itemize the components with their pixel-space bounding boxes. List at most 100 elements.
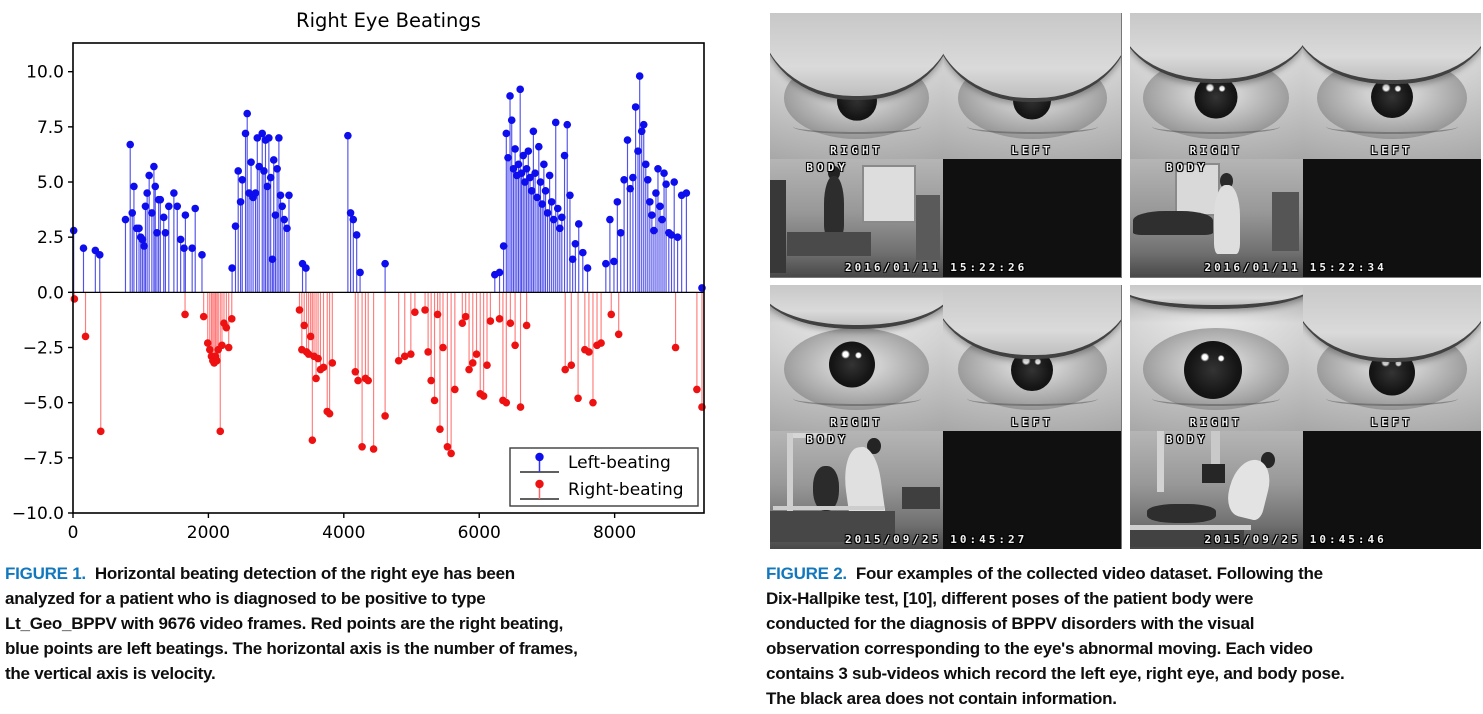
date-stamp: 2016/01/11 bbox=[845, 261, 942, 275]
time-stamp: 10:45:27 bbox=[950, 532, 1028, 546]
canopy-bar-shape bbox=[787, 432, 833, 438]
svg-text:6000: 6000 bbox=[458, 523, 501, 543]
date-stamp: 2015/09/25 bbox=[1204, 532, 1301, 546]
right-eye-video: RIGHT bbox=[1129, 13, 1303, 159]
head-shape bbox=[1219, 173, 1233, 189]
right-eye-beatings-chart: Right Eye Beatings −10.0 −7.5 −5.0 −2.5 0.0 2.… bbox=[12, 9, 706, 543]
black-area: 10:45:27 bbox=[943, 430, 1122, 549]
caption-text: Horizontal beating detection of the righ… bbox=[94, 564, 515, 583]
monitor-shape bbox=[1202, 463, 1225, 483]
right-eye-label: RIGHT bbox=[830, 144, 884, 157]
date-stamp: 2015/09/25 bbox=[845, 532, 942, 546]
caption-line: The black area does not contain informat… bbox=[766, 689, 1117, 708]
patient-silhouette bbox=[1146, 503, 1217, 523]
body-label: BODY bbox=[1165, 432, 1209, 446]
window-shape bbox=[861, 164, 917, 224]
time-stamp: 10:45:46 bbox=[1309, 532, 1387, 546]
svg-text:2.5: 2.5 bbox=[37, 228, 64, 248]
left-eye-label: LEFT bbox=[1011, 415, 1054, 429]
video-frame-4: RIGHT LEFT BODY 2015/09/25 10:45:46 bbox=[1129, 284, 1481, 549]
left-eye-video: LEFT bbox=[1302, 13, 1481, 159]
doctor-silhouette bbox=[1214, 185, 1241, 254]
y-axis-ticks: −10.0 −7.5 −5.0 −2.5 0.0 2.5 5.0 7.5 10.0 bbox=[12, 63, 73, 524]
caption-line: the vertical axis is velocity. bbox=[5, 664, 216, 683]
video-frame-3: RIGHT LEFT BODY 2015/09/25 10:45:27 bbox=[770, 284, 1122, 549]
right-eye-label: RIGHT bbox=[830, 415, 884, 429]
time-stamp: 15:22:26 bbox=[950, 261, 1028, 275]
series-right-beating bbox=[70, 292, 706, 458]
figure2-caption: FIGURE 2. Four examples of the collected … bbox=[766, 561, 1345, 711]
svg-text:10.0: 10.0 bbox=[26, 63, 64, 83]
figure1-label: FIGURE 1. bbox=[5, 564, 86, 583]
head-shape bbox=[867, 437, 881, 455]
caption-line: FIGURE 1. Horizontal beating detection of… bbox=[5, 561, 578, 586]
video-frame-1: RIGHT LEFT BODY 2016/01/11 15:22:26 bbox=[770, 13, 1122, 278]
bed-shape bbox=[770, 511, 895, 542]
video-frame-2: RIGHT LEFT BODY 2016/01/11 15:22:34 bbox=[1129, 13, 1481, 278]
x-axis-ticks: 0 2000 4000 6000 8000 bbox=[68, 513, 636, 543]
caption-line: conducted for the diagnosis of BPPV diso… bbox=[766, 614, 1255, 633]
plot-border bbox=[72, 42, 705, 514]
pupil bbox=[1184, 341, 1243, 400]
body-label: BODY bbox=[806, 432, 849, 446]
figure1-caption: FIGURE 1. Horizontal beating detection of… bbox=[5, 561, 578, 686]
examiner-silhouette bbox=[823, 175, 845, 238]
body-video: BODY 2016/01/11 bbox=[770, 159, 944, 278]
right-eye-video: RIGHT bbox=[770, 13, 944, 159]
right-eye-video: RIGHT bbox=[770, 284, 944, 431]
caption-line: FIGURE 2. Four examples of the collected … bbox=[766, 561, 1345, 586]
caption-line: Lt_Geo_BPPV with 9676 video frames. Red … bbox=[5, 614, 564, 633]
caption-text: Four examples of the collected video dat… bbox=[855, 564, 1323, 583]
svg-text:5.0: 5.0 bbox=[37, 173, 64, 193]
video-dataset-grid: RIGHT LEFT BODY 2016/01/11 15:22:26 RIGH… bbox=[770, 13, 1481, 549]
left-eye-video: LEFT bbox=[943, 284, 1122, 431]
shelf-shape bbox=[915, 194, 940, 260]
eyelid bbox=[1302, 284, 1481, 362]
caption-line: Dix-Hallpike test, [10], different poses… bbox=[766, 589, 1254, 608]
caption-line: contains 3 sub-videos which record the l… bbox=[766, 664, 1345, 683]
time-stamp: 15:22:34 bbox=[1309, 261, 1387, 275]
desk-shape bbox=[901, 487, 940, 509]
caption-line: analyzed for a patient who is diagnosed … bbox=[5, 589, 486, 608]
series-left-beating bbox=[69, 72, 706, 293]
svg-text:0.0: 0.0 bbox=[37, 283, 64, 303]
body-label: BODY bbox=[1165, 161, 1209, 174]
eye-socket bbox=[1143, 328, 1289, 411]
bed-shape bbox=[1129, 530, 1244, 547]
eyelid bbox=[1129, 284, 1303, 309]
body-video: BODY 2015/09/25 bbox=[1129, 430, 1303, 549]
eye-socket bbox=[783, 328, 930, 411]
figure2-label: FIGURE 2. bbox=[766, 564, 847, 583]
svg-text:−7.5: −7.5 bbox=[23, 449, 64, 469]
svg-text:8000: 8000 bbox=[593, 523, 636, 543]
svg-text:0: 0 bbox=[68, 523, 79, 543]
body-video: BODY 2015/09/25 bbox=[770, 430, 944, 549]
caption-line: blue points are left beatings. The horiz… bbox=[5, 639, 578, 658]
right-eye-label: RIGHT bbox=[1189, 144, 1243, 157]
left-eye-video: LEFT bbox=[1302, 284, 1481, 431]
svg-text:−2.5: −2.5 bbox=[23, 339, 64, 359]
caption-line: observation corresponding to the eye's a… bbox=[766, 639, 1313, 658]
chart-legend: Left-beating Right-beating bbox=[509, 447, 699, 507]
left-eye-video: LEFT bbox=[943, 13, 1122, 159]
pupil bbox=[1194, 75, 1238, 119]
pupil bbox=[829, 341, 876, 388]
svg-text:4000: 4000 bbox=[322, 523, 365, 543]
svg-text:2000: 2000 bbox=[187, 523, 230, 543]
cabinet-shape bbox=[770, 180, 786, 273]
black-area: 10:45:46 bbox=[1302, 430, 1481, 549]
patient-on-bed-shape bbox=[1132, 211, 1213, 235]
svg-text:7.5: 7.5 bbox=[37, 118, 64, 138]
chart-title: Right Eye Beatings bbox=[296, 9, 481, 32]
svg-text:−10.0: −10.0 bbox=[12, 504, 64, 524]
canopy-pole-shape bbox=[1157, 430, 1165, 493]
black-area: 15:22:26 bbox=[943, 159, 1122, 278]
right-eye-label: RIGHT bbox=[1189, 415, 1243, 429]
black-area: 15:22:34 bbox=[1302, 159, 1481, 278]
legend-label-left-beating: Left-beating bbox=[568, 453, 671, 473]
svg-text:−5.0: −5.0 bbox=[23, 394, 64, 414]
patient-silhouette bbox=[813, 466, 840, 512]
left-eye-label: LEFT bbox=[1370, 415, 1414, 429]
date-stamp: 2016/01/11 bbox=[1204, 261, 1301, 275]
bed-shape bbox=[787, 232, 871, 257]
